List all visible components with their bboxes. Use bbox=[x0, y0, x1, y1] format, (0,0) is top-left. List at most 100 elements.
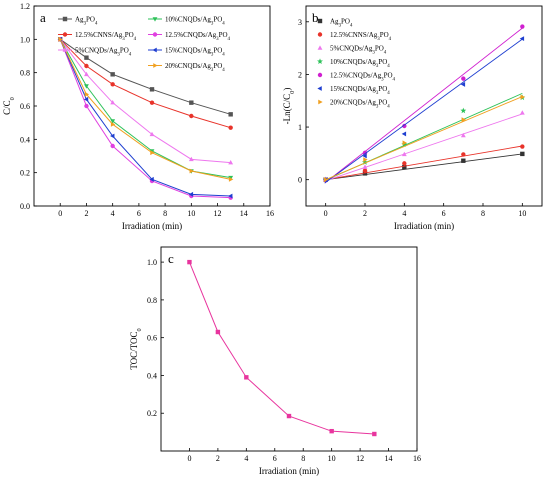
y-tick-label: 2 bbox=[298, 70, 302, 79]
data-point bbox=[149, 131, 155, 137]
data-point bbox=[402, 123, 407, 129]
legend-item: 12.5%CNNS/Ag3PO4 bbox=[58, 31, 137, 42]
data-point bbox=[401, 131, 407, 137]
data-point bbox=[215, 329, 221, 335]
x-tick-label: 0 bbox=[187, 454, 191, 463]
data-point bbox=[461, 152, 466, 157]
data-point bbox=[461, 76, 466, 81]
fit-line bbox=[324, 38, 523, 184]
x-tick-label: 10 bbox=[518, 209, 526, 218]
data-point bbox=[460, 82, 466, 87]
y-tick-label: 0.8 bbox=[147, 296, 157, 305]
series-line bbox=[59, 39, 231, 199]
data-point bbox=[228, 176, 234, 182]
x-tick-label: 0 bbox=[324, 209, 328, 218]
legend-item: 12.5%CNNS/Ag3PO4 bbox=[317, 31, 392, 42]
legend-item: 5%CNQDs/Ag3PO4 bbox=[317, 45, 387, 56]
x-tick-label: 4 bbox=[111, 209, 115, 218]
y-tick-label: 3 bbox=[298, 18, 302, 27]
legend-label: 5%CNQDs/Ag3PO4 bbox=[330, 45, 387, 56]
data-point bbox=[286, 413, 292, 419]
data-point bbox=[228, 125, 233, 130]
data-point bbox=[228, 112, 233, 117]
data-point bbox=[244, 375, 249, 380]
x-tick-label: 8 bbox=[163, 209, 167, 218]
y-tick-label: 0.0 bbox=[20, 202, 30, 211]
data-point bbox=[83, 96, 89, 102]
x-tick-label: 4 bbox=[402, 209, 406, 218]
data-point bbox=[189, 113, 194, 119]
data-point bbox=[110, 82, 115, 87]
x-tick-label: 2 bbox=[84, 209, 88, 218]
legend-item: 10%CNQDs/Ag3PO4 bbox=[148, 16, 225, 26]
data-point bbox=[110, 133, 115, 139]
legend: Ag3PO4 12.5%CNNS/Ag3PO4 5%CNQDs/Ag3PO4 10%C… bbox=[317, 18, 396, 109]
plot-frame bbox=[33, 5, 271, 207]
fit-line bbox=[324, 96, 523, 181]
legend-item: 20%CNQDs/Ag3PO4 bbox=[148, 62, 225, 73]
data-point bbox=[110, 119, 116, 124]
y-tick-label: 0.2 bbox=[20, 169, 30, 178]
data-point bbox=[519, 110, 525, 115]
legend-item: 10%CNQDs/Ag3PO4 bbox=[317, 58, 390, 69]
legend: Ag3PO4 12.5%CNNS/Ag3PO4 5%CNQDs/Ag3PO4 10%C… bbox=[58, 16, 231, 73]
data-point bbox=[149, 87, 155, 92]
data-point bbox=[520, 144, 525, 149]
legend-label: 20%CNQDs/Ag3PO4 bbox=[165, 62, 225, 73]
data-point bbox=[329, 428, 334, 434]
x-tick-label: 2 bbox=[216, 454, 220, 463]
y-axis-title: C/C0 bbox=[2, 97, 16, 115]
y-tick-label: 0.2 bbox=[147, 409, 157, 418]
data-point bbox=[402, 140, 407, 146]
legend-marker bbox=[317, 86, 322, 91]
series-line bbox=[59, 39, 231, 164]
x-tick-label: 14 bbox=[240, 209, 248, 218]
legend-item: Ag3PO4 bbox=[317, 18, 353, 28]
data-point bbox=[460, 107, 467, 114]
data-point bbox=[188, 191, 194, 197]
data-point bbox=[520, 94, 525, 100]
y-axis-title: -Ln(C/C0) bbox=[282, 88, 296, 125]
panel-letter: b bbox=[312, 10, 319, 25]
data-point bbox=[460, 132, 466, 138]
data-point bbox=[84, 103, 89, 109]
y-tick-label: 0.4 bbox=[147, 371, 157, 380]
legend-item: 15%CNQDs/Ag3PO4 bbox=[317, 85, 390, 96]
plot-frame bbox=[160, 246, 418, 452]
x-tick-label: 12 bbox=[356, 454, 364, 463]
series-3 bbox=[57, 37, 234, 181]
data-point bbox=[84, 71, 89, 77]
legend-label: Ag3PO4 bbox=[75, 16, 98, 27]
data-point bbox=[84, 91, 90, 97]
x-axis-title: Irradiation (min) bbox=[394, 221, 454, 231]
legend-marker bbox=[152, 47, 157, 53]
y-tick-label: 1.0 bbox=[20, 35, 30, 44]
data-point bbox=[461, 117, 466, 123]
series-line bbox=[59, 39, 231, 180]
x-tick-label: 4 bbox=[244, 454, 248, 463]
fit-line bbox=[324, 145, 523, 181]
data-point bbox=[323, 177, 329, 183]
data-point bbox=[188, 156, 194, 162]
legend-label: 12.5%CNNS/Ag3PO4 bbox=[75, 31, 137, 42]
legend-label: 5%CNQDs/Ag3PO4 bbox=[75, 47, 132, 58]
legend-marker bbox=[317, 45, 323, 50]
data-point bbox=[149, 100, 155, 105]
data-point bbox=[58, 36, 63, 42]
chart-panel-c: 0 2 4 6 8 10 12 14 16 0.2 0.4 0.6 0.8 1.0 Irradiation … bbox=[129, 246, 421, 476]
series-line bbox=[59, 38, 231, 115]
y-tick-label: 1.2 bbox=[20, 2, 30, 11]
legend-marker bbox=[317, 72, 323, 78]
legend-item: 15%CNQDs/Ag3PO4 bbox=[148, 47, 225, 57]
legend-marker bbox=[318, 99, 323, 105]
legend-label: 15%CNQDs/Ag3PO4 bbox=[330, 85, 390, 96]
series-line bbox=[188, 261, 375, 435]
series-0 bbox=[187, 259, 377, 437]
y-tick-label: 0 bbox=[298, 176, 302, 185]
data-point bbox=[362, 164, 368, 169]
fit-line bbox=[324, 153, 523, 181]
legend-item: 12.5%CNQDs/Ag3PO4 bbox=[148, 31, 231, 42]
chart-panel-a: 0 2 4 6 8 10 12 14 16 0.0 0.2 0.4 0.6 0.8 1.0 1.2 Irradi… bbox=[2, 2, 274, 231]
data-point bbox=[520, 151, 525, 157]
data-point bbox=[110, 143, 115, 149]
